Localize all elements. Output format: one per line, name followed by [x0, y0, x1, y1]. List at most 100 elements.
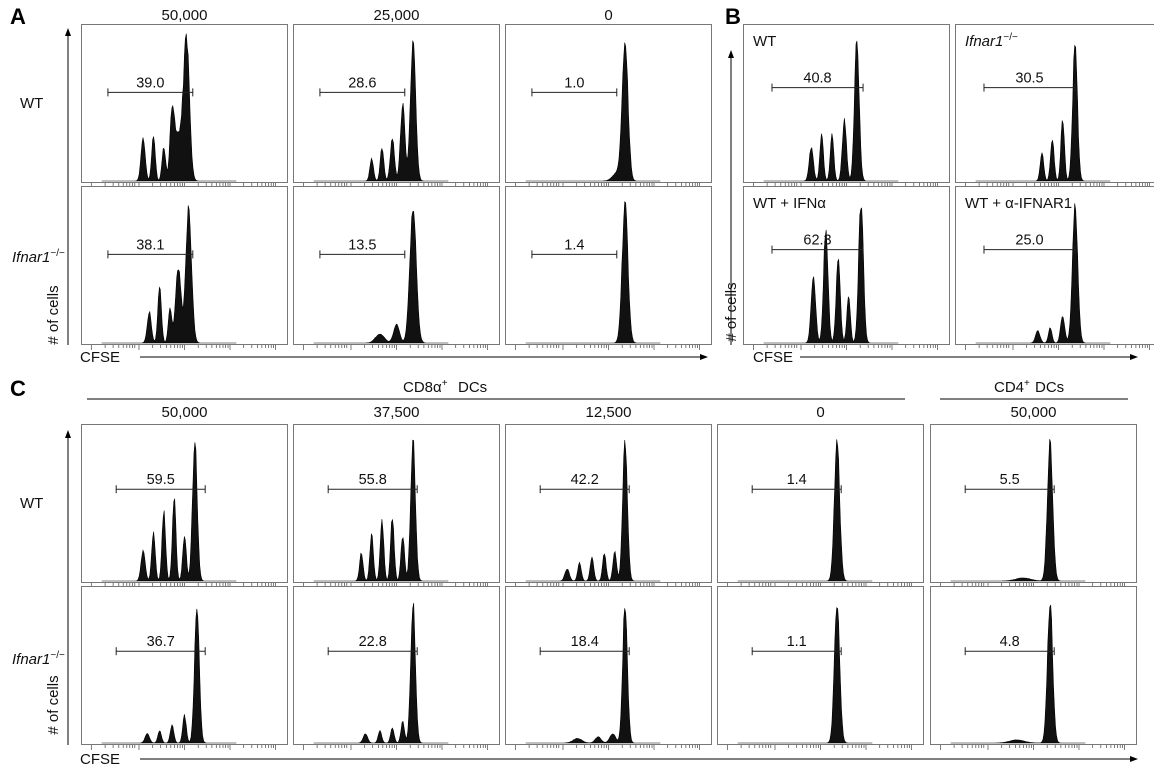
- panel-b-histogram: [763, 40, 899, 182]
- panel-a-histogram: [313, 40, 449, 182]
- panel-c-row-label-superscript: −/−: [50, 650, 65, 661]
- panel-a-gate-value: 28.6: [348, 75, 376, 91]
- panel-b-histogram: [763, 207, 899, 344]
- panel-c-group1-label-base: CD8α: [403, 379, 442, 396]
- panel-c-histogram: [950, 439, 1086, 582]
- panel-a-column-header: 25,000: [374, 7, 420, 24]
- panel-a-letter: A: [10, 4, 26, 29]
- panel-b-gate-value: 40.8: [803, 71, 831, 87]
- panel-b-gate: 30.5: [983, 71, 1076, 92]
- panel-a-column-header: 0: [604, 7, 612, 24]
- panel-c-gate-value: 42.2: [571, 472, 599, 488]
- panel-a-row-label: WT: [20, 95, 43, 112]
- panel-a-histogram: [525, 42, 661, 182]
- panel-c-x-axis-label: CFSE: [80, 751, 120, 768]
- panel-c-group1-label-superscript: +: [442, 378, 448, 389]
- panel-c-histogram-frame: [930, 424, 1137, 583]
- panel-c-group1-label: CD8α+: [403, 378, 448, 396]
- panel-c-histogram: [950, 604, 1086, 744]
- panel-c-column-header: 37,500: [374, 404, 420, 421]
- panel-a-histogram-frame: [293, 24, 500, 183]
- panel-a-row-label-base: WT: [20, 95, 43, 112]
- panel-c-gate-value: 5.5: [1000, 472, 1020, 488]
- panel-c-gate: 1.4: [751, 472, 842, 494]
- panel-c-row-label: WT: [20, 495, 43, 512]
- panel-b-condition-label-base: Ifnar1: [965, 33, 1003, 50]
- panel-b-condition-label-base: WT + α-IFNAR1: [965, 195, 1072, 212]
- panel-b-histogram-frame: [743, 24, 950, 183]
- panel-c-histogram-frame: [505, 586, 712, 745]
- panel-b-condition-label: WT + α-IFNAR1: [965, 195, 1072, 212]
- panel-b-x-ticks: [753, 345, 938, 350]
- panel-b-x-ticks: [965, 183, 1150, 188]
- panel-c-gate-value: 1.4: [787, 472, 807, 488]
- panel-a-x-ticks: [303, 345, 488, 350]
- panel-a-histogram-frame: [293, 186, 500, 345]
- panel-b-histogram-frame: [955, 24, 1154, 183]
- panel-c-column-header: 50,000: [1011, 404, 1057, 421]
- panel-a-row-label: Ifnar1−/−: [12, 248, 65, 266]
- panel-c-gate: 18.4: [539, 634, 630, 656]
- panel-c-gate: 5.5: [964, 472, 1055, 494]
- panel-c-x-ticks: [515, 745, 700, 750]
- panel-c-histogram: [737, 439, 873, 582]
- panel-a-histogram: [101, 205, 237, 344]
- panel-a-histogram-frame: [505, 24, 712, 183]
- panel-a-x-axis-arrow-head: [700, 354, 708, 360]
- panel-c-histogram: [737, 607, 873, 744]
- panel-c-gate-value: 59.5: [147, 472, 175, 488]
- panel-a-x-ticks: [515, 183, 700, 188]
- panel-b-histogram: [975, 203, 1111, 344]
- panel-b-condition-label-base: WT + IFNα: [753, 195, 826, 212]
- panel-c-gate-value: 18.4: [571, 634, 599, 650]
- panel-c-y-axis-label: # of cells: [45, 675, 62, 734]
- panel-a-histogram: [525, 201, 661, 344]
- panel-a-x-axis-label: CFSE: [80, 349, 120, 366]
- panel-c-gate: 22.8: [327, 634, 418, 656]
- panel-c-letter: C: [10, 376, 26, 401]
- panel-a-gate-value: 1.0: [564, 75, 584, 91]
- panel-a-x-ticks: [303, 183, 488, 188]
- panel-a-x-ticks: [90, 345, 276, 350]
- panel-a-y-axis-label: # of cells: [45, 285, 62, 344]
- panel-c-y-axis-arrow-head: [65, 430, 71, 438]
- panel-c-histogram: [525, 439, 661, 582]
- panel-c-gate-value: 36.7: [147, 634, 175, 650]
- panel-c-group2-label: CD4+: [994, 378, 1030, 396]
- panel-b-gate: 25.0: [983, 233, 1076, 254]
- panel-b-condition-label: WT + IFNα: [753, 195, 826, 212]
- panel-c-group2-label-base: CD4: [994, 379, 1024, 396]
- panel-c-gate: 4.8: [964, 634, 1055, 656]
- panel-c-histogram-frame: [505, 424, 712, 583]
- panel-c-x-ticks: [940, 745, 1125, 750]
- panel-c-histogram: [313, 439, 449, 582]
- panel-c-gate-value: 22.8: [359, 634, 387, 650]
- panel-a-y-axis-arrow-head: [65, 28, 71, 36]
- panel-b-gate-value: 62.3: [803, 233, 831, 249]
- panel-c-column-header: 50,000: [162, 404, 208, 421]
- panel-b-y-axis-label: # of cells: [723, 282, 740, 341]
- panel-b-gate-value: 25.0: [1015, 233, 1043, 249]
- panel-b-y-axis-arrow-head: [728, 50, 734, 58]
- panel-a-gate: 38.1: [107, 237, 194, 259]
- panel-c-x-axis-arrow-head: [1130, 756, 1138, 762]
- panel-a-column-header: 50,000: [162, 7, 208, 24]
- panel-b-gate-value: 30.5: [1015, 71, 1043, 87]
- panel-c-gate-value: 4.8: [1000, 634, 1020, 650]
- panel-c-histogram-frame: [717, 424, 924, 583]
- panel-a-gate: 28.6: [319, 75, 406, 97]
- panel-c-histogram: [101, 442, 237, 582]
- panel-c-histogram-frame: [293, 424, 500, 583]
- panel-c-gate: 1.1: [751, 634, 842, 656]
- panel-b-x-ticks: [965, 345, 1150, 350]
- panel-c-histogram: [525, 608, 661, 744]
- panel-b-condition-label-base: WT: [753, 33, 776, 50]
- panel-a-histogram-frame: [505, 186, 712, 345]
- panel-c-group2-label-superscript: +: [1024, 378, 1030, 389]
- panel-c-x-ticks: [90, 745, 276, 750]
- panel-b-x-axis-arrow-head: [1130, 354, 1138, 360]
- panel-c-column-header: 12,500: [586, 404, 632, 421]
- panel-c-histogram-frame: [293, 586, 500, 745]
- panel-a-histogram: [313, 211, 449, 344]
- panel-a-x-ticks: [515, 345, 700, 350]
